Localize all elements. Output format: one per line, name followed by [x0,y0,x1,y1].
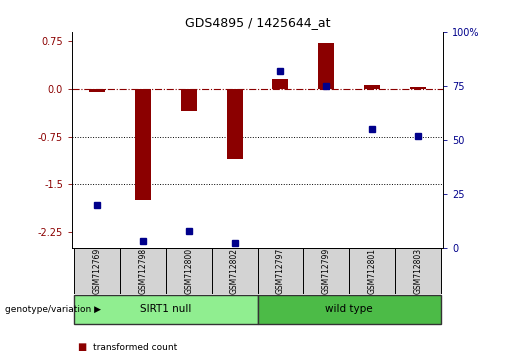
Bar [349,248,395,294]
Text: GSM712798: GSM712798 [139,248,148,294]
Bar [410,87,426,89]
Text: GSM712797: GSM712797 [276,248,285,294]
Bar [166,248,212,294]
Bar [227,89,243,159]
Text: GSM712801: GSM712801 [367,248,376,294]
Bar [258,295,441,324]
Bar [364,85,380,89]
Text: GSM712800: GSM712800 [184,248,193,294]
Bar [120,248,166,294]
Text: SIRT1 null: SIRT1 null [140,304,192,314]
Text: genotype/variation ▶: genotype/variation ▶ [5,304,101,314]
Title: GDS4895 / 1425644_at: GDS4895 / 1425644_at [185,16,330,29]
Bar [272,80,288,89]
Text: transformed count: transformed count [93,343,177,352]
Bar [303,248,349,294]
Bar [135,89,151,200]
Bar [74,248,120,294]
Bar [181,89,197,111]
Text: GSM712799: GSM712799 [322,248,331,294]
Text: GSM712769: GSM712769 [93,248,102,294]
Bar [212,248,258,294]
Bar [89,89,105,92]
Bar [74,295,258,324]
Bar [318,43,334,89]
Bar [258,248,303,294]
Text: wild type: wild type [325,304,373,314]
Text: GSM712802: GSM712802 [230,248,239,294]
Text: GSM712803: GSM712803 [413,248,422,294]
Text: ■: ■ [77,342,87,352]
Bar [395,248,441,294]
